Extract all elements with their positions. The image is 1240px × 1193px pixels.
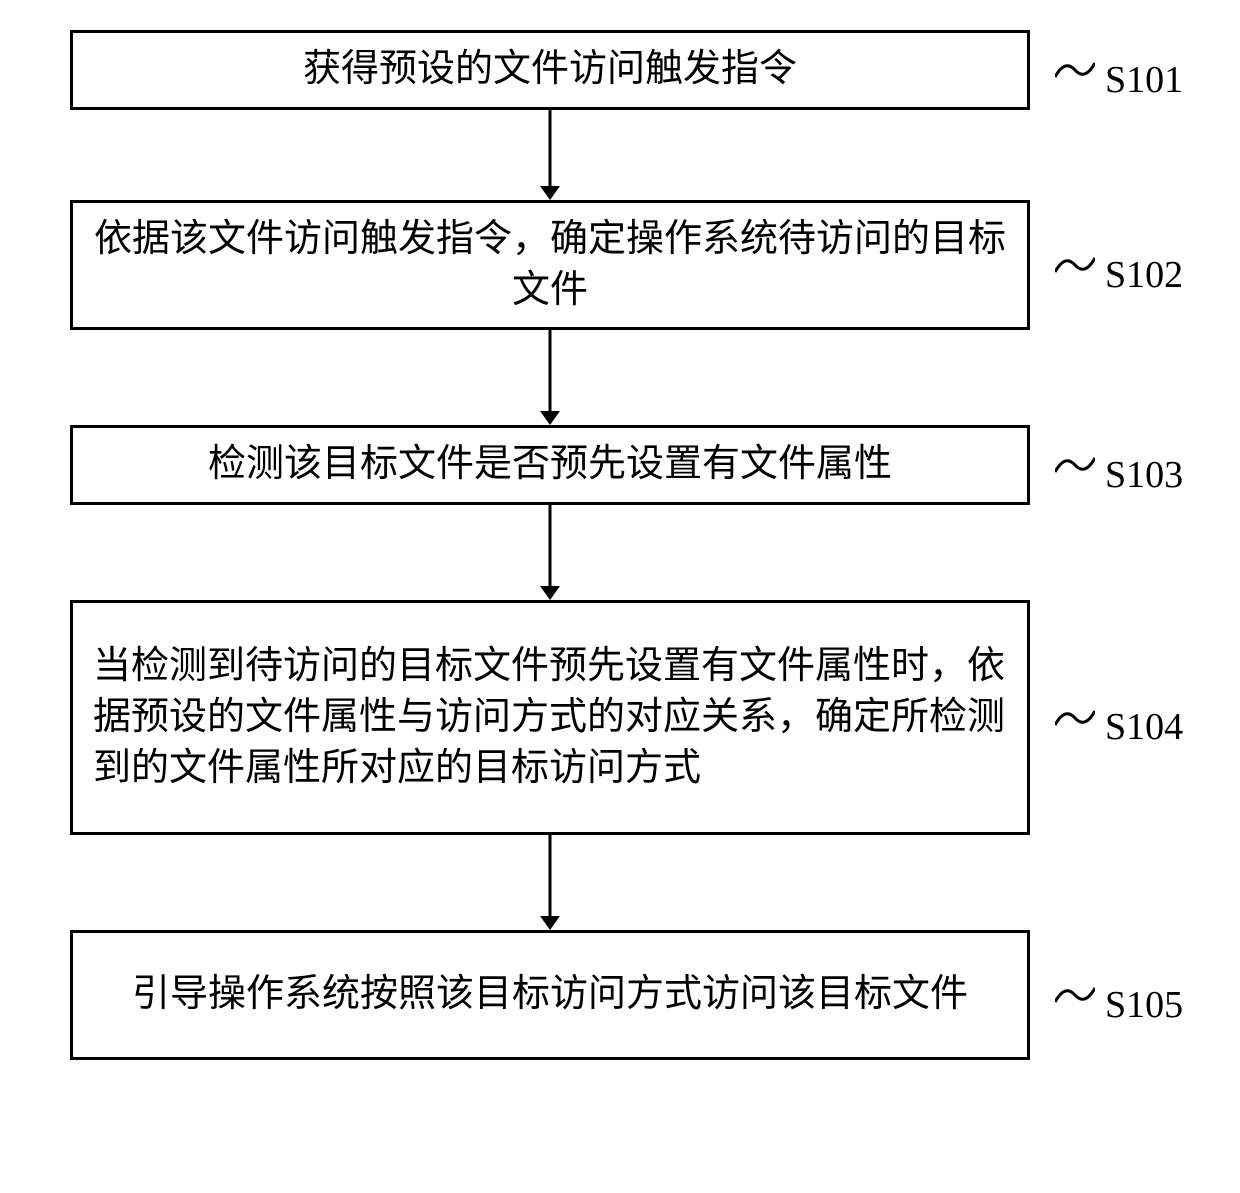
flow-arrow bbox=[538, 110, 562, 200]
flow-step-text: 依据该文件访问触发指令，确定操作系统待访问的目标文件 bbox=[93, 214, 1007, 317]
flowchart-canvas: 获得预设的文件访问触发指令 S101 依据该文件访问触发指令，确定操作系统待访问的目… bbox=[0, 0, 1240, 1193]
flow-step-text: 当检测到待访问的目标文件预先设置有文件属性时，依据预设的文件属性与访问方式的对应… bbox=[93, 641, 1007, 795]
flow-step-label-s101: S101 bbox=[1105, 58, 1183, 102]
flow-step-label-s103: S103 bbox=[1105, 453, 1183, 497]
flow-arrow bbox=[538, 505, 562, 600]
flow-step-s101: 获得预设的文件访问触发指令 bbox=[70, 30, 1030, 110]
flow-arrow bbox=[538, 835, 562, 930]
flow-step-s103: 检测该目标文件是否预先设置有文件属性 bbox=[70, 425, 1030, 505]
flow-step-text: 引导操作系统按照该目标访问方式访问该目标文件 bbox=[132, 969, 968, 1020]
flow-step-text: 检测该目标文件是否预先设置有文件属性 bbox=[208, 439, 892, 490]
flow-step-s104: 当检测到待访问的目标文件预先设置有文件属性时，依据预设的文件属性与访问方式的对应… bbox=[70, 600, 1030, 835]
flow-arrow bbox=[538, 330, 562, 425]
flow-step-s105: 引导操作系统按照该目标访问方式访问该目标文件 bbox=[70, 930, 1030, 1060]
flow-step-label-s102: S102 bbox=[1105, 253, 1183, 297]
flow-step-s102: 依据该文件访问触发指令，确定操作系统待访问的目标文件 bbox=[70, 200, 1030, 330]
flow-step-text: 获得预设的文件访问触发指令 bbox=[303, 44, 797, 95]
flow-step-label-s104: S104 bbox=[1105, 705, 1183, 749]
flow-step-label-s105: S105 bbox=[1105, 983, 1183, 1027]
